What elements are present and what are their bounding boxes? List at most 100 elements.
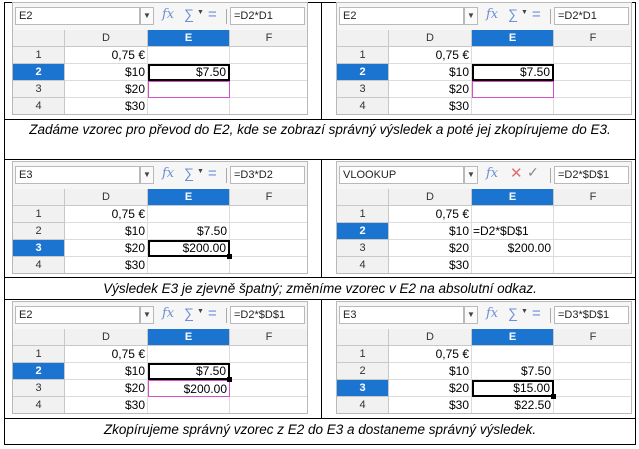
cell-e1[interactable]: [472, 47, 554, 64]
name-box[interactable]: E2: [15, 306, 140, 324]
row-header-1[interactable]: 1: [337, 206, 389, 223]
row-header-1[interactable]: 1: [13, 206, 65, 223]
cell-f4[interactable]: [230, 257, 307, 273]
column-header-e[interactable]: E: [472, 189, 554, 206]
row-header-2[interactable]: 2: [13, 363, 65, 380]
row-header-4[interactable]: 4: [337, 257, 389, 273]
cell-f2[interactable]: [554, 363, 631, 380]
fx-icon[interactable]: fx: [486, 7, 499, 22]
row-header-3[interactable]: 3: [337, 380, 389, 397]
cell-f2[interactable]: [230, 223, 307, 240]
select-all-corner[interactable]: [337, 30, 389, 47]
cell-d2[interactable]: $10: [65, 64, 148, 81]
cell-e4[interactable]: [148, 397, 230, 413]
cell-f1[interactable]: [230, 206, 307, 223]
cell-d4[interactable]: $30: [65, 397, 148, 413]
fx-icon[interactable]: fx: [486, 166, 499, 181]
cell-d3[interactable]: $20: [389, 81, 472, 98]
name-box[interactable]: E3: [15, 166, 140, 184]
cell-e4[interactable]: [148, 257, 230, 273]
column-header-e[interactable]: E: [472, 30, 554, 47]
row-header-3[interactable]: 3: [13, 81, 65, 98]
equals-icon[interactable]: =: [532, 6, 541, 23]
cell-d3[interactable]: $20: [389, 380, 472, 397]
cell-e3[interactable]: [148, 81, 230, 98]
row-header-4[interactable]: 4: [13, 257, 65, 273]
cell-d1[interactable]: 0,75 €: [389, 47, 472, 64]
chevron-down-icon[interactable]: ▼: [197, 9, 204, 16]
fx-icon[interactable]: fx: [162, 7, 175, 22]
cell-f1[interactable]: [230, 346, 307, 363]
cell-f3[interactable]: [554, 81, 631, 98]
cell-e3[interactable]: $200.00: [472, 240, 554, 257]
cell-e4[interactable]: $22.50: [472, 397, 554, 413]
row-header-1[interactable]: 1: [337, 47, 389, 64]
cell-e4[interactable]: [472, 98, 554, 114]
formula-input[interactable]: =D3*D2: [230, 166, 305, 184]
sigma-icon[interactable]: ∑: [508, 305, 518, 321]
cell-f1[interactable]: [554, 206, 631, 223]
cell-f1[interactable]: [230, 47, 307, 64]
column-header-d[interactable]: D: [389, 30, 472, 47]
row-header-4[interactable]: 4: [13, 98, 65, 114]
row-header-2[interactable]: 2: [337, 363, 389, 380]
cell-d2[interactable]: $10: [389, 64, 472, 81]
chevron-down-icon[interactable]: ▼: [140, 306, 154, 324]
column-header-e[interactable]: E: [148, 329, 230, 346]
row-header-2[interactable]: 2: [13, 64, 65, 81]
row-header-1[interactable]: 1: [13, 346, 65, 363]
cell-f3[interactable]: [230, 240, 307, 257]
row-header-2[interactable]: 2: [13, 223, 65, 240]
row-header-3[interactable]: 3: [337, 240, 389, 257]
cell-f4[interactable]: [230, 397, 307, 413]
fill-handle[interactable]: [227, 377, 232, 382]
formula-input[interactable]: =D2*$D$1: [230, 306, 305, 324]
equals-icon[interactable]: =: [208, 6, 217, 23]
cell-d2[interactable]: $10: [389, 363, 472, 380]
sigma-icon[interactable]: ∑: [508, 6, 518, 22]
column-header-d[interactable]: D: [389, 189, 472, 206]
cell-e2[interactable]: $7.50: [148, 223, 230, 240]
cell-e4[interactable]: [148, 98, 230, 114]
x-icon[interactable]: ✕: [510, 165, 523, 182]
cell-d3[interactable]: $20: [65, 240, 148, 257]
row-header-3[interactable]: 3: [13, 240, 65, 257]
cell-f3[interactable]: [554, 380, 631, 397]
cell-d2[interactable]: $10: [389, 223, 472, 240]
select-all-corner[interactable]: [337, 189, 389, 206]
cell-e3[interactable]: $200.00: [148, 380, 230, 397]
cell-e2[interactable]: $7.50: [148, 363, 230, 380]
equals-icon[interactable]: =: [208, 305, 217, 322]
column-header-d[interactable]: D: [389, 329, 472, 346]
check-icon[interactable]: ✓: [527, 164, 539, 180]
column-header-f[interactable]: F: [230, 329, 307, 346]
chevron-down-icon[interactable]: ▼: [521, 308, 528, 315]
cell-f1[interactable]: [554, 47, 631, 64]
cell-e4[interactable]: [472, 257, 554, 273]
sigma-icon[interactable]: ∑: [184, 305, 194, 321]
fx-icon[interactable]: fx: [486, 306, 499, 321]
cell-e3[interactable]: [472, 81, 554, 98]
cell-e3[interactable]: $200.00: [148, 240, 230, 257]
cell-d4[interactable]: $30: [65, 257, 148, 273]
cell-e1[interactable]: [472, 346, 554, 363]
cell-e2[interactable]: $7.50: [472, 363, 554, 380]
cell-e3[interactable]: $15.00: [472, 380, 554, 397]
chevron-down-icon[interactable]: ▼: [140, 7, 154, 25]
row-header-4[interactable]: 4: [337, 397, 389, 413]
row-header-3[interactable]: 3: [337, 81, 389, 98]
select-all-corner[interactable]: [13, 30, 65, 47]
cell-f4[interactable]: [230, 98, 307, 114]
column-header-f[interactable]: F: [554, 189, 631, 206]
row-header-1[interactable]: 1: [13, 47, 65, 64]
row-header-2[interactable]: 2: [337, 223, 389, 240]
column-header-e[interactable]: E: [148, 30, 230, 47]
chevron-down-icon[interactable]: ▼: [197, 168, 204, 175]
fx-icon[interactable]: fx: [162, 166, 175, 181]
cell-d1[interactable]: 0,75 €: [65, 206, 148, 223]
cell-f2[interactable]: [230, 64, 307, 81]
cell-f3[interactable]: [554, 240, 631, 257]
cell-d1[interactable]: 0,75 €: [65, 346, 148, 363]
chevron-down-icon[interactable]: ▼: [140, 166, 154, 184]
chevron-down-icon[interactable]: ▼: [197, 308, 204, 315]
